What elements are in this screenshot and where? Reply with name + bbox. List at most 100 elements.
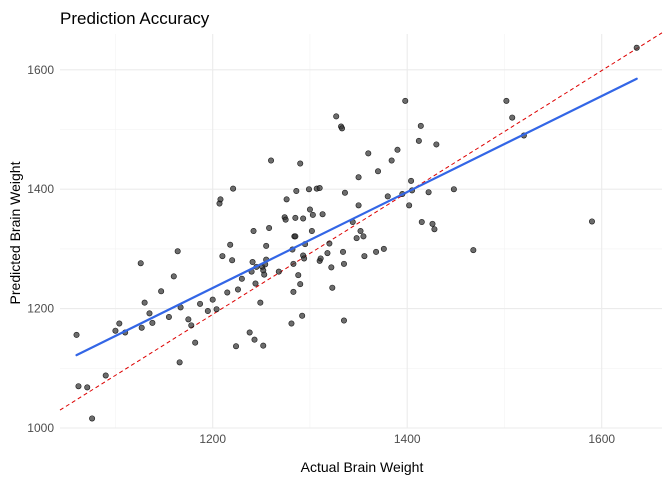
scatter-point (306, 206, 313, 213)
scatter-points (73, 44, 640, 422)
scatter-point (406, 202, 413, 209)
scatter-point (633, 44, 640, 51)
scatter-point (408, 177, 415, 184)
scatter-point (509, 114, 516, 121)
scatter-point (116, 320, 123, 327)
scatter-point (333, 113, 340, 120)
scatter-point (328, 264, 335, 271)
scatter-point (224, 289, 231, 296)
fit-line-layer (75, 77, 638, 357)
x-tick-label: 1400 (394, 432, 421, 446)
scatter-point (293, 188, 300, 195)
scatter-point (305, 186, 312, 193)
scatter-point (250, 228, 257, 235)
scatter-point (217, 196, 224, 203)
scatter-point (361, 253, 368, 260)
scatter-point (380, 245, 387, 252)
scatter-point (137, 260, 144, 267)
scatter-point (431, 226, 438, 233)
scatter-point (450, 186, 457, 193)
x-tick-label: 1600 (588, 432, 615, 446)
scatter-point (158, 288, 165, 295)
scatter-point (300, 215, 307, 222)
scatter-point (360, 233, 367, 240)
scatter-point (192, 339, 199, 346)
scatter-point (470, 247, 477, 254)
scatter-point (249, 259, 256, 266)
scatter-point (340, 317, 347, 324)
scatter-point (257, 299, 264, 306)
scatter-point (112, 327, 119, 334)
scatter-point (219, 253, 226, 260)
y-tick-label: 1000 (27, 421, 54, 435)
scatter-point (176, 359, 183, 366)
scatter-point (341, 189, 348, 196)
scatter-point (102, 372, 109, 379)
scatter-point (373, 248, 380, 255)
scatter-point (292, 233, 299, 240)
scatter-point (375, 168, 382, 175)
reference-line-layer (59, 32, 663, 411)
scatter-point (283, 196, 290, 203)
scatter-point (260, 342, 267, 349)
scatter-point (197, 300, 204, 307)
scatter-point (238, 275, 245, 282)
y-axis-tick-labels: 1000 1200 1400 1600 (27, 63, 54, 435)
scatter-point (429, 220, 436, 227)
scatter-point (149, 319, 156, 326)
scatter-point (251, 336, 258, 343)
scatter-point (355, 202, 362, 209)
x-tick-label: 1200 (199, 432, 226, 446)
scatter-point (261, 271, 268, 278)
chart-title: Prediction Accuracy (60, 9, 210, 28)
scatter-point (73, 331, 80, 338)
scatter-point (297, 160, 304, 167)
scatter-point (299, 312, 306, 319)
scatter-point (319, 211, 326, 218)
y-axis-title: Predicted Brain Weight (7, 161, 23, 304)
scatter-point (588, 218, 595, 225)
scatter-point (185, 316, 192, 323)
scatter-point (229, 257, 236, 264)
y-tick-label: 1600 (27, 63, 54, 77)
reference-diagonal-line (59, 32, 663, 411)
scatter-point (329, 284, 336, 291)
scatter-point (252, 280, 259, 287)
scatter-point (174, 248, 181, 255)
scatter-point (170, 273, 177, 280)
scatter-point (425, 189, 432, 196)
scatter-point (89, 415, 96, 422)
scatter-point (290, 288, 297, 295)
scatter-point (75, 383, 82, 390)
scatter-point (388, 157, 395, 164)
x-axis-title: Actual Brain Weight (301, 459, 424, 475)
scatter-point (324, 250, 331, 257)
scatter-point (317, 255, 324, 262)
major-gridlines (60, 34, 662, 429)
scatter-point (227, 241, 234, 248)
scatter-point (340, 260, 347, 267)
scatter-point (297, 281, 304, 288)
x-axis-tick-labels: 1200 1400 1600 (199, 432, 615, 446)
scatter-point (339, 125, 346, 132)
scatter-point (402, 97, 409, 104)
scatter-point (309, 211, 316, 218)
scatter-point (266, 225, 273, 232)
scatter-point (165, 313, 172, 320)
scatter-point (230, 185, 237, 192)
scatter-point (357, 228, 364, 235)
scatter-point (503, 97, 510, 104)
scatter-point (415, 137, 422, 144)
scatter-point (188, 322, 195, 329)
scatter-point (288, 320, 295, 327)
scatter-point (234, 286, 241, 293)
scatter-point (204, 307, 211, 314)
scatter-point (84, 384, 91, 391)
scatter-point (433, 141, 440, 148)
scatter-point (268, 157, 275, 164)
scatter-point (394, 146, 401, 153)
scatter-point (246, 329, 253, 336)
scatter-point (263, 242, 270, 249)
y-tick-label: 1200 (27, 302, 54, 316)
